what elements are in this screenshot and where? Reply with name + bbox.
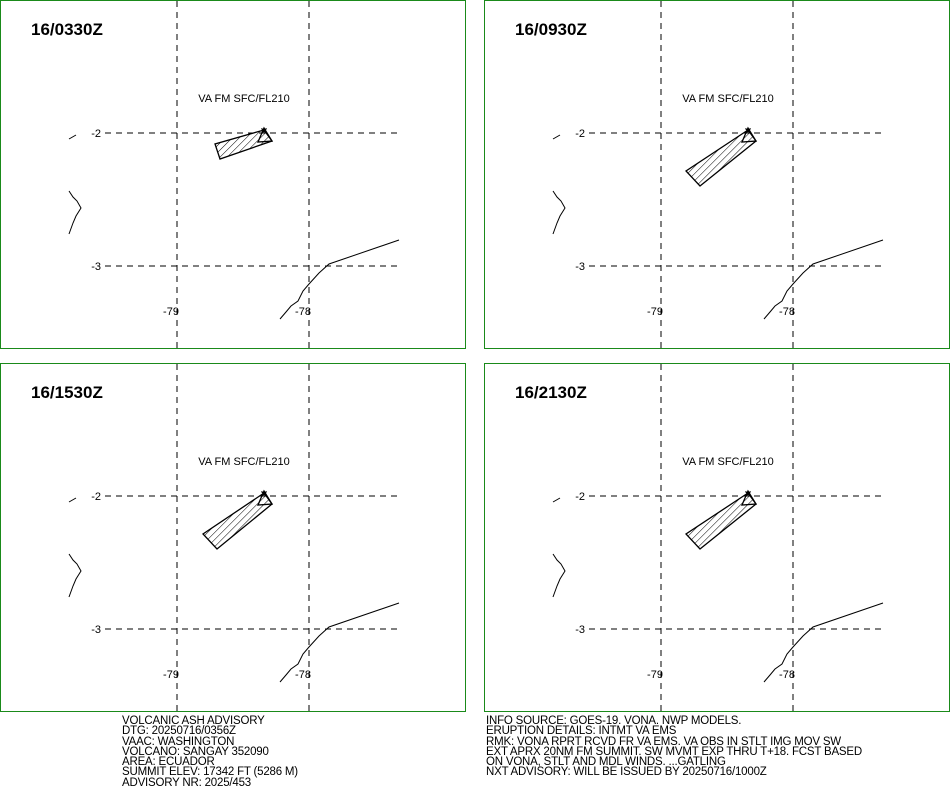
panel-title: 16/0330Z bbox=[31, 20, 103, 39]
ash-area-initial bbox=[256, 489, 274, 506]
coastline bbox=[552, 497, 561, 503]
ash-area-initial bbox=[740, 489, 758, 506]
advisory-left: VOLCANIC ASH ADVISORY DTG: 20250716/0356Z… bbox=[122, 715, 298, 789]
lon-label: -79 bbox=[163, 669, 179, 681]
ash-area bbox=[685, 129, 757, 187]
map-panel: × 16/2130Z VA FM SFC/FL210 -2 -3 -79 -78 bbox=[484, 363, 950, 712]
volcano-marker: × bbox=[260, 487, 267, 501]
ash-area bbox=[685, 492, 757, 550]
ash-area-initial bbox=[740, 126, 758, 143]
map-panel: × 16/0930Z VA FM SFC/FL210 -2 -3 -79 -78 bbox=[484, 0, 950, 349]
coastline bbox=[763, 239, 884, 320]
lat-label: -2 bbox=[91, 491, 101, 503]
coastline bbox=[68, 497, 77, 503]
volcano-marker: × bbox=[744, 487, 751, 501]
lat-label: -2 bbox=[91, 128, 101, 140]
map: × 16/0330Z VA FM SFC/FL210 -2 -3 -79 -78 bbox=[31, 1, 401, 348]
lon-label: -78 bbox=[295, 306, 311, 318]
map: × 16/1530Z VA FM SFC/FL210 -2 -3 -79 -78 bbox=[31, 364, 401, 711]
panel-title: 16/0930Z bbox=[515, 20, 587, 39]
lon-label: -78 bbox=[779, 669, 795, 681]
advisory-line: VAAC: WASHINGTON bbox=[122, 735, 235, 748]
volcano-marker: × bbox=[744, 124, 751, 138]
lon-label: -79 bbox=[163, 306, 179, 318]
coastline bbox=[552, 134, 561, 140]
lon-label: -78 bbox=[295, 669, 311, 681]
advisory-line: INFO SOURCE: GOES-19. VONA. NWP MODELS. bbox=[486, 715, 742, 727]
advisory-line: SUMMIT ELEV: 17342 FT (5286 M) bbox=[122, 766, 298, 779]
lon-label: -79 bbox=[647, 306, 663, 318]
lon-label: -79 bbox=[647, 669, 663, 681]
coastline bbox=[279, 239, 400, 320]
map: × 16/0930Z VA FM SFC/FL210 -2 -3 -79 -78 bbox=[515, 1, 885, 348]
advisory-line: AREA: ECUADOR bbox=[122, 756, 215, 769]
coastline bbox=[279, 602, 400, 683]
advisory-line: RMK: VONA RPRT RCVD FR VA EMS. VA OBS IN… bbox=[486, 735, 841, 748]
map-panel: × 16/1530Z VA FM SFC/FL210 -2 -3 -79 -78 bbox=[0, 363, 466, 712]
map-panel: × 16/0330Z VA FM SFC/FL210 -2 -3 -79 -78 bbox=[0, 0, 466, 349]
advisory-line: ON VONA, STLT AND MDL WINDS. ...GATLING bbox=[486, 756, 726, 769]
coastline bbox=[68, 134, 77, 140]
advisory-line: ERUPTION DETAILS: INTMT VA EMS bbox=[486, 725, 677, 738]
advisory-line: VOLCANO: SANGAY 352090 bbox=[122, 745, 269, 758]
advisory-line: DTG: 20250716/0356Z bbox=[122, 725, 236, 738]
coastline bbox=[552, 190, 566, 235]
lat-label: -3 bbox=[575, 624, 585, 636]
advisory-line: VOLCANIC ASH ADVISORY bbox=[122, 715, 265, 727]
coastline bbox=[763, 602, 884, 683]
advisory-line: EXT APRX 20NM FM SUMMIT. SW MVMT EXP THR… bbox=[486, 745, 862, 758]
lon-label: -78 bbox=[779, 306, 795, 318]
coastline bbox=[68, 553, 82, 598]
panel-title: 16/2130Z bbox=[515, 383, 587, 402]
lat-label: -2 bbox=[575, 128, 585, 140]
panel-title: 16/1530Z bbox=[31, 383, 103, 402]
panel-label: VA FM SFC/FL210 bbox=[198, 456, 290, 468]
lat-label: -2 bbox=[575, 491, 585, 503]
panel-label: VA FM SFC/FL210 bbox=[682, 456, 774, 468]
advisory-line: ADVISORY NR: 2025/453 bbox=[122, 776, 251, 789]
panel-label: VA FM SFC/FL210 bbox=[198, 93, 290, 105]
lat-label: -3 bbox=[91, 261, 101, 273]
ash-area-initial bbox=[256, 126, 274, 143]
lat-label: -3 bbox=[91, 624, 101, 636]
coastline bbox=[552, 553, 566, 598]
coastline bbox=[68, 190, 82, 235]
volcano-marker: × bbox=[260, 124, 267, 138]
ash-area bbox=[202, 492, 273, 550]
lat-label: -3 bbox=[575, 261, 585, 273]
advisory-right: INFO SOURCE: GOES-19. VONA. NWP MODELS. E… bbox=[486, 715, 862, 779]
panel-label: VA FM SFC/FL210 bbox=[682, 93, 774, 105]
advisory-line: NXT ADVISORY: WILL BE ISSUED BY 20250716… bbox=[486, 766, 767, 779]
map: × 16/2130Z VA FM SFC/FL210 -2 -3 -79 -78 bbox=[515, 364, 885, 711]
